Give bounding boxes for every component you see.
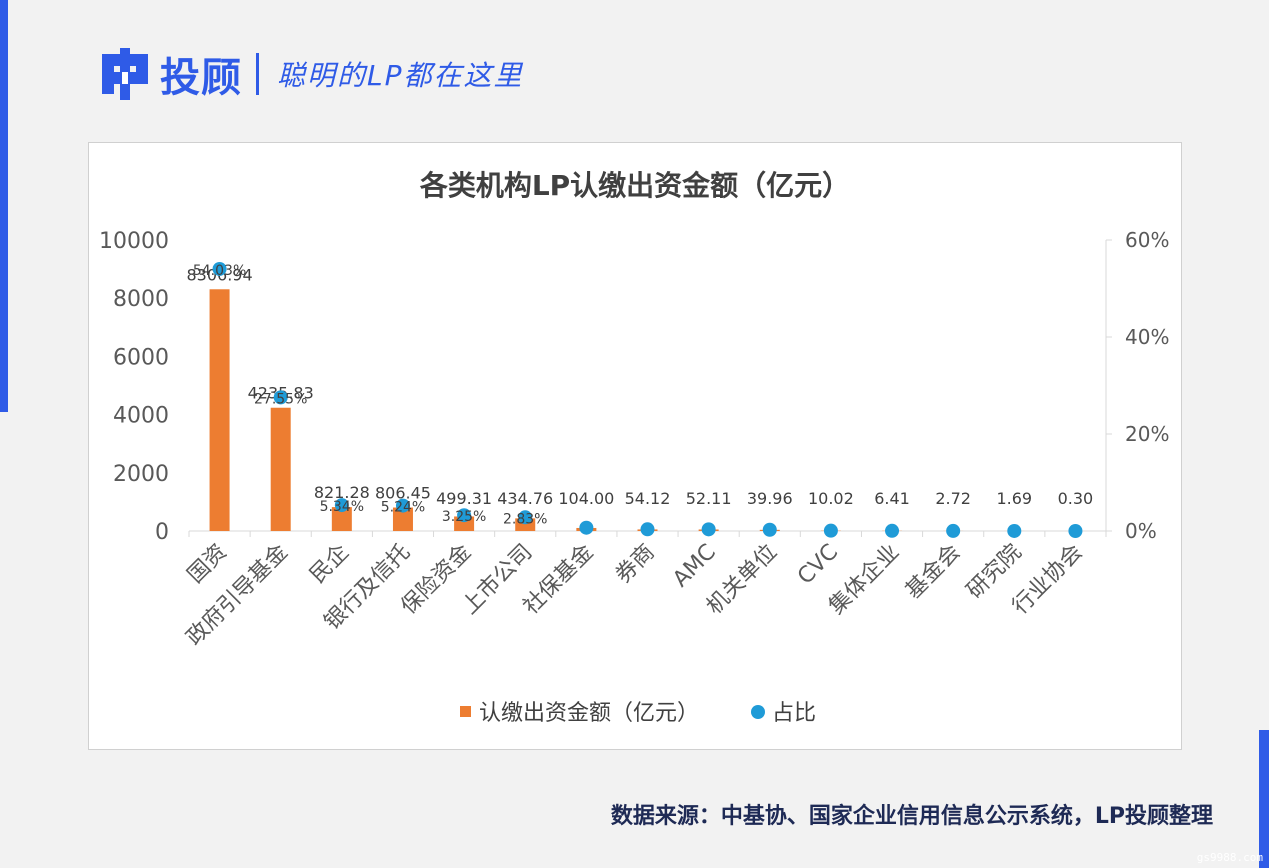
legend-bar-swatch (460, 706, 471, 717)
percent-label: 2.83% (503, 511, 547, 527)
percent-dot (885, 523, 900, 538)
dot-series: 54.03% 27.55% 5.34% 5.24% 3.25% 2.83% (193, 261, 1083, 538)
right-y-axis: 0% 20% 40% 60% (1105, 228, 1169, 543)
bar-value-label: 1.69 (996, 489, 1032, 508)
left-y-tick-label: 8000 (113, 287, 169, 312)
x-category-label: 民企 (305, 540, 354, 589)
x-category-label: CVC (793, 540, 843, 590)
bar-value-label: 499.31 (436, 489, 492, 508)
bar-chart: 各类机构LP认缴出资金额（亿元） 0200040006000800010000 … (99, 169, 1169, 726)
header-divider (256, 53, 259, 95)
percent-label: 27.55% (254, 391, 307, 407)
bar (331, 507, 352, 531)
logo: 投顾 (100, 45, 242, 103)
percent-dot (1068, 523, 1083, 538)
percent-label: 5.24% (381, 500, 425, 516)
watermark: gs9988.com (1196, 851, 1263, 864)
percent-dot (273, 390, 288, 405)
bar (270, 407, 291, 531)
right-accent-bar (1259, 730, 1269, 868)
left-y-tick-label: 4000 (113, 404, 169, 429)
right-y-tick-label: 40% (1125, 325, 1169, 349)
left-y-axis: 0 2000 4000 6000 8000 10000 (99, 229, 169, 545)
percent-dot (640, 522, 655, 537)
right-y-tick-label: 20% (1125, 422, 1169, 446)
left-y-tick-label: 6000 (113, 345, 169, 370)
legend-bar-label: 认缴出资金额（亿元） (479, 701, 699, 726)
percent-dot (395, 498, 410, 513)
bar-value-label: 52.11 (686, 489, 732, 508)
percent-dot (1007, 523, 1022, 538)
percent-label: 3.25% (442, 509, 486, 525)
x-category-label: AMC (668, 540, 721, 593)
x-category-label: 国资 (183, 540, 232, 589)
percent-dot (334, 498, 349, 513)
chart-card: 各类机构LP认缴出资金额（亿元） 0 2000 4000 6000 8000 10000 … (88, 142, 1182, 750)
left-accent-bar (0, 0, 8, 412)
x-category-label: 基金会 (901, 540, 965, 604)
bar (392, 507, 413, 531)
percent-dot (762, 522, 777, 537)
percent-dot (701, 522, 716, 537)
right-y-tick-label: 0% (1125, 519, 1157, 543)
percent-dot (946, 523, 961, 538)
right-y-tick-label: 60% (1125, 228, 1169, 252)
bar-series: 8306.944235.83821.28806.45499.31434.7610… (186, 265, 1093, 531)
bar-value-label: 434.76 (497, 489, 553, 508)
lp-logo-icon (102, 48, 148, 100)
percent-dot (579, 520, 594, 535)
left-y-tick-label: 10000 (99, 229, 169, 254)
bar-value-label: 10.02 (808, 489, 854, 508)
percent-label: 5.34% (320, 499, 364, 515)
left-y-tick-label: 0 (155, 520, 169, 545)
legend-dot-label: 占比 (772, 701, 816, 726)
percent-label: 54.03% (193, 263, 246, 279)
page-header: 投顾 聪明的LP都在这里 (100, 44, 524, 104)
percent-dot (212, 261, 227, 276)
percent-dot (457, 508, 472, 523)
bar-value-label: 39.96 (747, 489, 793, 508)
chart-title: 各类机构LP认缴出资金额（亿元） (419, 169, 850, 202)
slogan: 聪明的LP都在这里 (277, 59, 524, 92)
bar-value-label: 54.12 (625, 489, 671, 508)
bar-value-label: 821.28 (314, 483, 370, 502)
data-source-note: 数据来源：中基协、国家企业信用信息公示系统，LP投顾整理 (610, 804, 1213, 829)
brand-name: 投顾 (160, 55, 242, 101)
x-category-label: 券商 (611, 540, 660, 589)
legend-dot-swatch (751, 705, 765, 719)
bar-value-label: 0.30 (1058, 489, 1094, 508)
percent-dot (518, 510, 533, 525)
bar (209, 289, 230, 531)
bar-value-label: 104.00 (558, 489, 614, 508)
bar-value-label: 806.45 (375, 484, 431, 503)
bar-value-label: 2.72 (935, 489, 971, 508)
bar-value-label: 6.41 (874, 489, 910, 508)
left-y-tick-label: 2000 (113, 462, 169, 487)
percent-dot (823, 523, 838, 538)
chart-legend: 认缴出资金额（亿元） 占比 (460, 701, 816, 726)
